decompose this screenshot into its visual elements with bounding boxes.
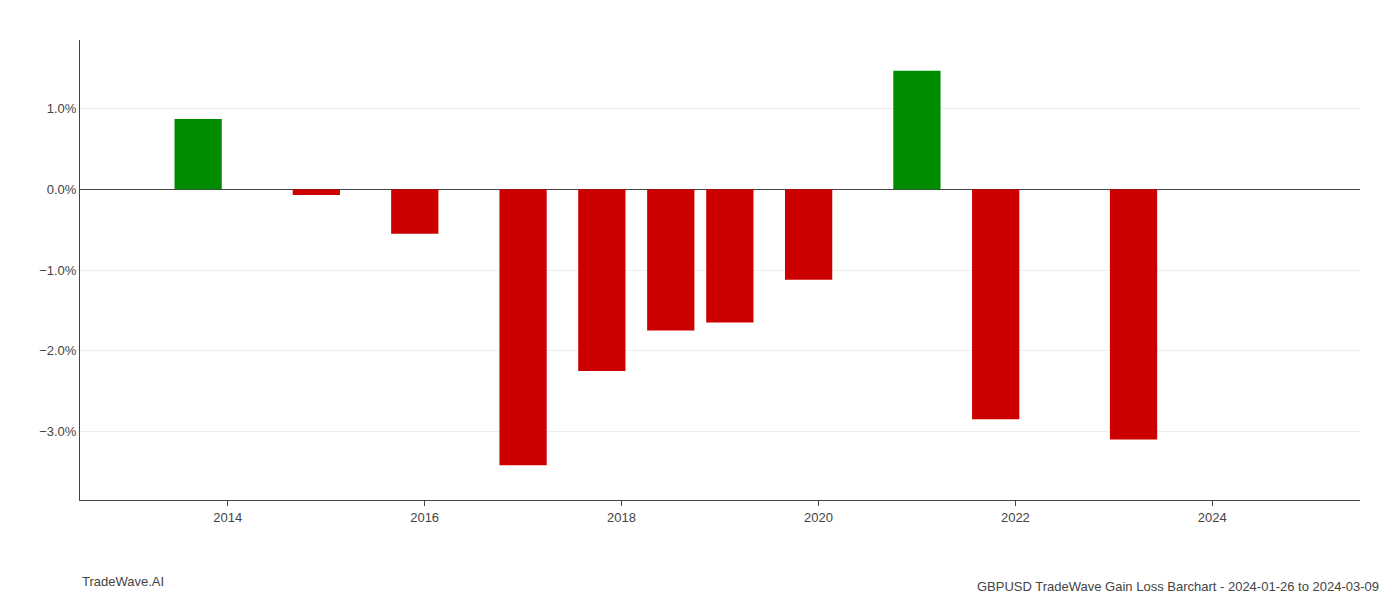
svg-text:1.0%: 1.0% <box>47 101 77 116</box>
svg-text:−1.0%: −1.0% <box>39 263 77 278</box>
svg-text:TradeWave.AI: TradeWave.AI <box>82 574 164 589</box>
svg-text:−3.0%: −3.0% <box>39 424 77 439</box>
svg-text:2016: 2016 <box>410 510 439 525</box>
svg-text:2014: 2014 <box>213 510 242 525</box>
svg-text:0.0%: 0.0% <box>47 182 77 197</box>
svg-text:−2.0%: −2.0% <box>39 343 77 358</box>
svg-text:2018: 2018 <box>607 510 636 525</box>
svg-text:2022: 2022 <box>1001 510 1030 525</box>
svg-text:2020: 2020 <box>804 510 833 525</box>
svg-text:GBPUSD TradeWave Gain Loss Bar: GBPUSD TradeWave Gain Loss Barchart - 20… <box>977 579 1379 594</box>
svg-text:2024: 2024 <box>1198 510 1227 525</box>
